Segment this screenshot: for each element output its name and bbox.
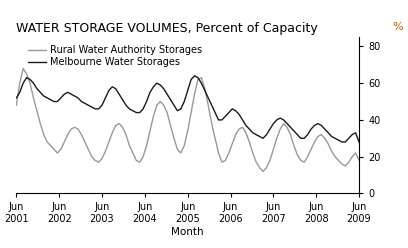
Rural Water Authority Storages bbox=[21, 67, 26, 70]
Rural Water Authority Storages bbox=[357, 159, 361, 162]
Melbourne Water Storages bbox=[257, 135, 262, 138]
Text: WATER STORAGE VOLUMES, Percent of Capacity: WATER STORAGE VOLUMES, Percent of Capaci… bbox=[16, 22, 318, 35]
Rural Water Authority Storages bbox=[41, 133, 46, 136]
Melbourne Water Storages bbox=[274, 119, 279, 122]
Melbourne Water Storages bbox=[223, 115, 228, 118]
Melbourne Water Storages bbox=[339, 140, 344, 143]
Melbourne Water Storages bbox=[171, 104, 176, 107]
Melbourne Water Storages bbox=[357, 140, 361, 143]
Melbourne Water Storages bbox=[100, 104, 104, 107]
Rural Water Authority Storages bbox=[257, 166, 262, 169]
Rural Water Authority Storages bbox=[278, 128, 283, 131]
Rural Water Authority Storages bbox=[14, 104, 19, 107]
Line: Rural Water Authority Storages: Rural Water Authority Storages bbox=[16, 68, 359, 171]
Rural Water Authority Storages bbox=[261, 170, 266, 173]
Text: %: % bbox=[392, 22, 403, 32]
Legend: Rural Water Authority Storages, Melbourne Water Storages: Rural Water Authority Storages, Melbourn… bbox=[28, 45, 202, 67]
Melbourne Water Storages bbox=[14, 96, 19, 99]
Rural Water Authority Storages bbox=[175, 148, 180, 151]
Melbourne Water Storages bbox=[38, 91, 43, 94]
Melbourne Water Storages bbox=[192, 74, 197, 77]
Rural Water Authority Storages bbox=[103, 150, 108, 153]
Line: Melbourne Water Storages: Melbourne Water Storages bbox=[16, 76, 359, 142]
X-axis label: Month: Month bbox=[171, 227, 204, 237]
Rural Water Authority Storages bbox=[223, 159, 228, 162]
